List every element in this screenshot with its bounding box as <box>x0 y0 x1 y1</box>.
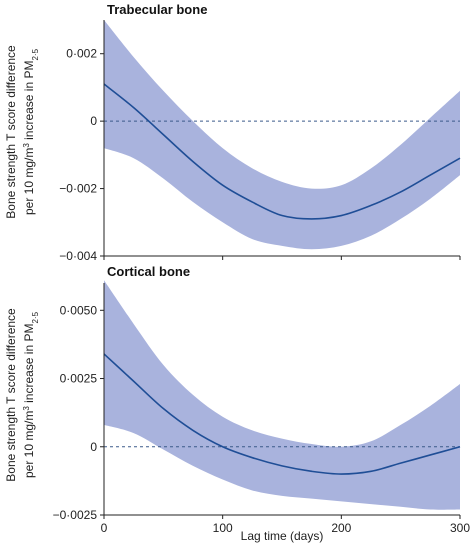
x-tick-label-cortical: 100 <box>213 521 233 535</box>
y-tick-label-cortical: 0·0025 <box>60 372 98 386</box>
y-axis-label-line2-bottom: per 10 mg/m3 increase in PM2·5 <box>22 311 40 478</box>
panel-trabecular: Trabecular bone 0·002 0 −0·002 −0·004 <box>59 2 461 263</box>
estimate-line-cortical <box>103 353 461 475</box>
y-tick-label-trabecular: −0·002 <box>59 182 97 196</box>
y-tick-label-trabecular: 0·002 <box>66 47 97 61</box>
ci-band-trabecular <box>104 20 460 250</box>
x-tick-label-cortical: 200 <box>331 521 351 535</box>
y-tick-label-cortical: −0·0025 <box>53 508 98 522</box>
x-tick-label-cortical: 300 <box>450 521 470 535</box>
y-tick-label-trabecular: −0·004 <box>59 249 97 263</box>
x-tick-label-cortical: 0 <box>101 521 108 535</box>
y-tick-label-cortical: 0·0050 <box>60 303 98 317</box>
x-axis-label: Lag time (days) <box>241 529 324 543</box>
y-axis-label-top: Bone strength T score difference per 10 … <box>4 45 40 219</box>
y-tick-label-trabecular: 0 <box>90 114 97 128</box>
y-axis-label-line1-bottom: Bone strength T score difference <box>4 308 18 482</box>
y-axis-label-line2-top: per 10 mg/m3 increase in PM2·5 <box>22 48 40 215</box>
panel-title-trabecular: Trabecular bone <box>107 2 207 17</box>
y-axis-label-line1-top: Bone strength T score difference <box>4 45 18 219</box>
estimate-line-trabecular <box>103 83 461 220</box>
y-axis-label-bottom: Bone strength T score difference per 10 … <box>4 308 40 482</box>
panel-title-cortical: Cortical bone <box>107 264 190 279</box>
y-tick-label-cortical: 0 <box>90 440 97 454</box>
ci-band-cortical <box>104 280 460 510</box>
